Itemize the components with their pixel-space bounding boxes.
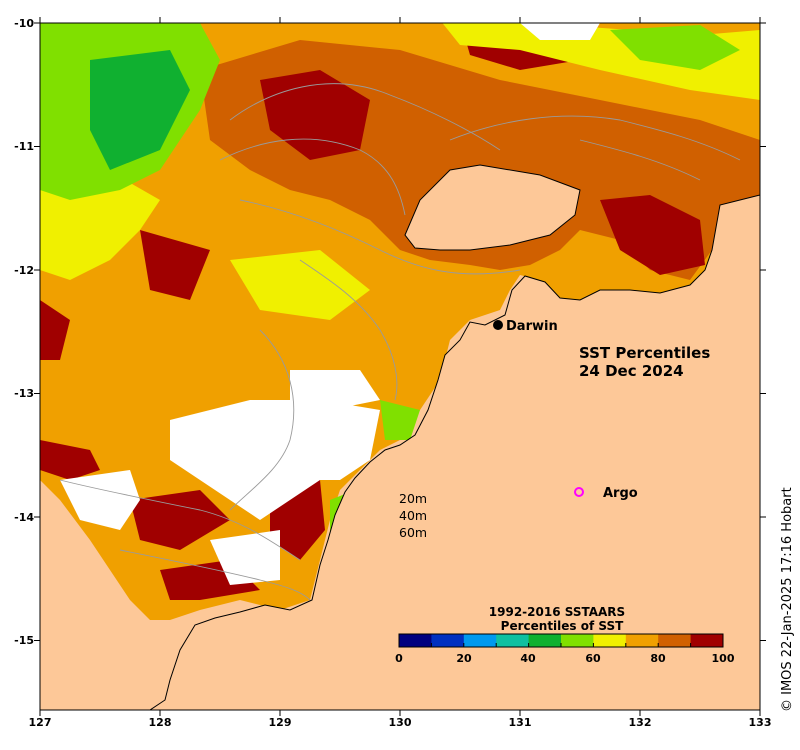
sst-extreme-patch: [140, 230, 210, 300]
lon-tick-label: 130: [389, 716, 412, 729]
colorbar-swatches: [399, 634, 724, 647]
map-date: 24 Dec 2024: [579, 362, 684, 380]
darwin-marker: [493, 320, 503, 330]
tiwi-islands: [404, 164, 581, 251]
sst-extreme-patch: [130, 490, 230, 550]
mainland-coast: [149, 194, 760, 710]
map-title: SST Percentiles: [579, 344, 710, 362]
sst-low-percentile-patch: [610, 25, 740, 70]
no-data-area: [290, 370, 380, 410]
lat-tick-label: -11: [14, 140, 34, 153]
colorbar-tick: 100: [712, 652, 735, 665]
place-label-argo: Argo: [603, 486, 638, 501]
sst-low-percentile-patch: [380, 400, 420, 440]
colorbar-swatch: [593, 634, 627, 647]
sst-extreme-patch: [40, 300, 70, 360]
depth-label-60m: 60m: [399, 525, 427, 540]
depth-label-20m: 20m: [399, 491, 427, 506]
imos-credit: © IMOS 22-Jan-2025 17:16 Hobart: [780, 487, 795, 712]
colorbar-swatch: [463, 634, 497, 647]
lon-tick-label: 128: [149, 716, 172, 729]
axis-labels: 127 128 129 130 131 132 133 -10 -11 -12 …: [14, 17, 771, 729]
sst-mid-percentile-patch: [230, 250, 370, 320]
colorbar-swatch: [496, 634, 530, 647]
place-label-darwin: Darwin: [506, 319, 558, 334]
no-data-area: [210, 530, 280, 585]
argo-float-marker: [574, 487, 584, 497]
colorbar-swatch: [690, 634, 724, 647]
colorbar-subtitle: Percentiles of SST: [501, 619, 624, 633]
axis-ticks: [34, 17, 766, 716]
lat-tick-label: -14: [14, 511, 34, 524]
lat-tick-label: -12: [14, 264, 34, 277]
sst-extreme-patch: [260, 70, 370, 160]
lat-tick-label: -15: [14, 634, 34, 647]
colorbar-tick: 80: [650, 652, 666, 665]
lat-tick-label: -13: [14, 387, 34, 400]
lon-tick-label: 133: [749, 716, 772, 729]
no-data-area: [170, 400, 380, 520]
colorbar-title: 1992-2016 SSTAARS: [489, 605, 625, 619]
colorbar-tick: 20: [456, 652, 472, 665]
depth-legend: 20m 40m 60m: [399, 491, 427, 540]
sst-low-percentile-patch: [90, 50, 190, 170]
colorbar-border: [398, 633, 724, 648]
colorbar-swatch: [399, 634, 432, 647]
depth-label-40m: 40m: [399, 508, 427, 523]
no-data-area: [520, 23, 600, 40]
colorbar-swatch: [528, 634, 562, 647]
bathymetry-contours: [59, 83, 741, 601]
sst-extreme-patch: [40, 440, 100, 480]
colorbar-swatch: [625, 634, 659, 647]
colorbar-tick: 0: [395, 652, 403, 665]
colorbar-tick: 60: [585, 652, 601, 665]
lon-tick-label: 129: [269, 716, 292, 729]
colorbar: 1992-2016 SSTAARS Percentiles of SST 0 2…: [395, 605, 735, 665]
colorbar-swatch: [561, 634, 594, 647]
colorbar-swatch: [431, 634, 465, 647]
lon-tick-label: 132: [629, 716, 652, 729]
lat-tick-label: -10: [14, 17, 34, 30]
lon-tick-label: 127: [29, 716, 52, 729]
colorbar-tick: 40: [520, 652, 536, 665]
lon-tick-label: 131: [509, 716, 532, 729]
sst-extreme-patch: [600, 195, 705, 275]
colorbar-swatch: [658, 634, 692, 647]
